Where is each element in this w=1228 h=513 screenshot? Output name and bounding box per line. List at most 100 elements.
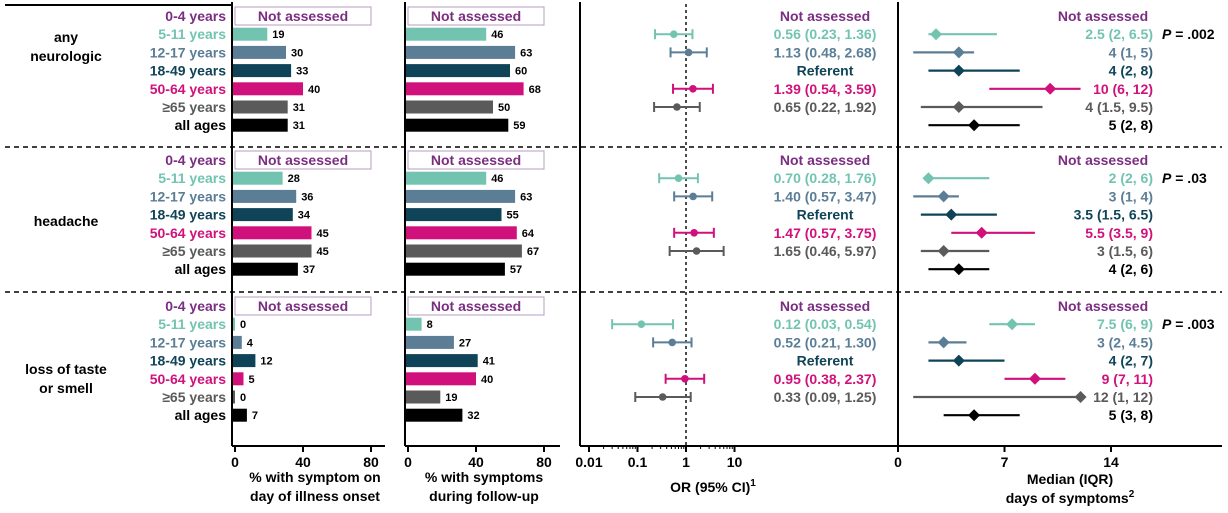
- followup-value-label: 59: [513, 120, 525, 132]
- followup-tick-label: 0: [404, 454, 412, 470]
- duration-value-label: 5 (2, 8): [1109, 117, 1153, 133]
- not-assessed-label: Not assessed: [431, 8, 521, 24]
- not-assessed-label: Not assessed: [780, 152, 870, 168]
- followup-bar: [406, 27, 487, 41]
- followup-bar: [406, 244, 522, 258]
- followup-value-label: 67: [527, 246, 539, 258]
- onset-bar: [233, 226, 312, 240]
- or-point: [690, 229, 698, 237]
- onset-bar: [233, 408, 247, 422]
- or-point: [689, 192, 697, 201]
- duration-value-label: 2 (2, 6): [1109, 170, 1153, 186]
- or-value-label: 1.40 (0.57, 3.47): [774, 188, 877, 204]
- duration-value-label: 2.5 (2, 6.5): [1085, 26, 1153, 42]
- onset-value-label: 12: [260, 356, 272, 368]
- age-label: all ages: [175, 407, 227, 423]
- p-value-number: = .003: [1171, 316, 1214, 332]
- or-value-label: 0.65 (0.22, 1.92): [774, 99, 877, 115]
- onset-value-label: 19: [272, 29, 284, 41]
- onset-xlabel-line2: day of illness onset: [250, 488, 380, 504]
- onset-value-label: 0: [240, 319, 246, 331]
- onset-bar: [233, 354, 256, 368]
- onset-value-label: 5: [249, 374, 255, 386]
- onset-bar: [233, 118, 288, 132]
- not-assessed-label: Not assessed: [1058, 8, 1148, 24]
- duration-median-diamond: [937, 336, 950, 349]
- or-tick-label: 10: [727, 454, 743, 470]
- not-assessed-box: [407, 6, 545, 26]
- age-label: 50-64 years: [150, 371, 227, 387]
- onset-value-label: 40: [308, 84, 320, 96]
- or-tick-label: 0.01: [575, 454, 602, 470]
- or-point: [681, 375, 689, 383]
- duration-median-diamond: [930, 28, 943, 41]
- followup-xlabel-line2: during follow-up: [429, 488, 539, 504]
- duration-median-diamond: [937, 245, 950, 257]
- age-label: 18-49 years: [150, 353, 227, 369]
- p-value-label: P: [1162, 170, 1172, 186]
- p-value-label: P: [1162, 26, 1172, 42]
- or-value-label: 0.95 (0.38, 2.37): [774, 371, 877, 387]
- age-label: 18-49 years: [150, 207, 227, 223]
- followup-bar: [406, 100, 493, 114]
- onset-bar: [233, 171, 283, 185]
- followup-value-label: 40: [481, 374, 493, 386]
- onset-value-label: 36: [301, 191, 313, 203]
- onset-value-label: 28: [288, 173, 300, 185]
- onset-value-label: 30: [291, 47, 303, 59]
- onset-bar: [233, 45, 286, 59]
- duration-median-diamond: [952, 263, 965, 276]
- age-label: ≥65 years: [162, 99, 226, 115]
- onset-bar: [233, 372, 244, 386]
- followup-bar: [406, 189, 516, 203]
- duration-value-label: 7.5 (6, 9): [1097, 316, 1153, 332]
- or-value-label: 0.52 (0.21, 1.30): [774, 334, 877, 350]
- duration-value-label: 3.5 (1.5, 6.5): [1074, 207, 1153, 223]
- onset-value-label: 7: [252, 410, 258, 422]
- followup-value-label: 46: [491, 173, 503, 185]
- duration-xlabel-line2: days of symptoms2: [1006, 489, 1135, 506]
- onset-value-label: 45: [317, 246, 329, 258]
- p-value-number: = .03: [1171, 170, 1207, 186]
- age-label: 50-64 years: [150, 225, 227, 241]
- followup-xlabel-line1: % with symptoms: [425, 469, 543, 485]
- age-label: 5-11 years: [158, 170, 226, 186]
- duration-value-label: 10 (6, 12): [1093, 81, 1153, 97]
- duration-median-diamond: [952, 46, 965, 59]
- duration-median-diamond: [952, 64, 965, 77]
- age-label: 0-4 years: [165, 152, 226, 168]
- duration-value-label: 9 (7, 11): [1102, 371, 1153, 387]
- followup-bar: [406, 262, 505, 276]
- duration-value-label: 3 (1.5, 6): [1097, 243, 1153, 259]
- referent-label: Referent: [797, 353, 854, 369]
- followup-bar: [406, 317, 422, 331]
- duration-median-diamond: [1006, 318, 1019, 331]
- or-point: [674, 174, 683, 182]
- followup-value-label: 68: [529, 84, 541, 96]
- age-label: all ages: [175, 117, 227, 133]
- or-tick-label: 0.1: [628, 454, 648, 470]
- onset-bar: [233, 262, 298, 276]
- duration-value-label: 3 (1, 4): [1109, 188, 1153, 204]
- duration-xlabel-text: days of symptoms: [1006, 490, 1129, 506]
- or-value-label: 0.56 (0.23, 1.36): [774, 26, 877, 42]
- duration-value-label: 12 (1, 12): [1093, 389, 1153, 405]
- duration-xlabel-line1: Median (IQR): [1027, 471, 1113, 487]
- duration-value-label: 4 (1, 5): [1109, 44, 1153, 60]
- p-value: P = .003: [1162, 316, 1215, 332]
- onset-value-label: 4: [247, 337, 254, 349]
- or-point: [668, 338, 677, 347]
- or-value-label: 1.47 (0.57, 3.75): [774, 225, 877, 241]
- followup-bar: [406, 171, 487, 185]
- age-label: 0-4 years: [165, 8, 226, 24]
- or-value-label: 1.13 (0.48, 2.68): [774, 44, 877, 60]
- followup-bar: [406, 82, 524, 96]
- or-point: [669, 30, 678, 38]
- followup-value-label: 41: [483, 356, 495, 368]
- not-assessed-label: Not assessed: [780, 8, 870, 24]
- age-label: 5-11 years: [158, 26, 226, 42]
- symptom-label: neurologic: [30, 48, 102, 64]
- onset-value-label: 45: [317, 228, 329, 240]
- p-value: P = .002: [1162, 26, 1215, 42]
